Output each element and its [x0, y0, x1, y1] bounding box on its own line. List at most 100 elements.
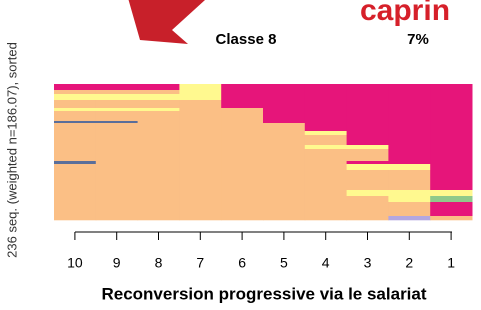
sequence-cell: [138, 145, 180, 149]
sequence-cell: [54, 121, 96, 123]
sequence-cell: [347, 190, 389, 196]
sequence-cell: [263, 135, 305, 145]
sequence-cell: [221, 149, 263, 161]
sequence-cell: [388, 94, 430, 100]
sequence-cell: [388, 170, 430, 190]
sequence-cell: [263, 190, 305, 196]
sequence-cell: [263, 100, 305, 108]
group-label: caprin: [360, 0, 450, 27]
sequence-cell: [54, 161, 96, 164]
x-tick-label: 9: [113, 255, 121, 271]
sequence-cell: [221, 94, 263, 100]
sequence-cell: [179, 94, 221, 100]
sequence-cell: [221, 196, 263, 202]
sequence-cell: [347, 149, 389, 161]
sequence-cell: [263, 145, 305, 149]
sequence-cell: [263, 170, 305, 190]
sequence-cell: [54, 216, 96, 220]
sequence-cell: [96, 123, 138, 131]
sequence-cell: [96, 111, 138, 121]
sequence-cell: [305, 111, 347, 121]
x-tick-label: 10: [67, 255, 83, 271]
sequence-cell: [305, 164, 347, 170]
sequence-cell: [430, 149, 472, 161]
sequence-cell: [96, 161, 138, 164]
sequence-cell: [179, 123, 221, 131]
sequence-cell: [138, 94, 180, 100]
sequence-cell: [54, 196, 96, 202]
sequence-cell: [347, 121, 389, 123]
sequence-cell: [138, 123, 180, 131]
sequence-cell: [96, 202, 138, 216]
sequence-cell: [221, 111, 263, 121]
sequence-cell: [54, 149, 96, 161]
share: 7%: [407, 31, 429, 48]
sequence-cell: [138, 196, 180, 202]
sequence-cell: [221, 145, 263, 149]
sequence-cell: [347, 135, 389, 145]
sequence-cell: [138, 135, 180, 145]
sequence-cell: [138, 149, 180, 161]
sequence-cell: [96, 100, 138, 108]
sequence-cell: [54, 170, 96, 190]
sequence-cell: [347, 145, 389, 149]
sequence-cell: [430, 84, 472, 90]
sequence-cell: [54, 190, 96, 196]
sequence-cell: [221, 190, 263, 196]
sequence-cell: [347, 111, 389, 121]
sequence-cell: [179, 145, 221, 149]
sequence-cell: [179, 90, 221, 94]
sequence-cell: [347, 108, 389, 111]
sequence-cell: [305, 145, 347, 149]
sequence-cell: [388, 90, 430, 94]
sequence-cell: [305, 100, 347, 108]
sequence-cell: [305, 123, 347, 131]
sequence-cell: [347, 84, 389, 90]
sequence-cell: [430, 135, 472, 145]
sequence-cell: [305, 161, 347, 164]
x-tick-label: 4: [322, 255, 330, 271]
sequence-cell: [430, 131, 472, 135]
sequence-cell: [96, 196, 138, 202]
sequence-cell: [221, 84, 263, 90]
x-axis-label: Reconversion progressive via le salariat: [101, 284, 426, 303]
sequence-cell: [138, 131, 180, 135]
sequence-cell: [179, 121, 221, 123]
sequence-cell: [54, 111, 96, 121]
x-tick-label: 3: [364, 255, 372, 271]
sequence-cell: [96, 164, 138, 170]
sequence-cell: [179, 84, 221, 90]
sequence-cell: [388, 123, 430, 131]
sequence-cell: [54, 131, 96, 135]
sequence-cell: [263, 111, 305, 121]
sequence-cell: [54, 84, 96, 90]
sequence-cell: [221, 170, 263, 190]
sequence-cell: [388, 164, 430, 170]
sequence-cell: [347, 161, 389, 164]
y-axis-label: 236 seq. (weighted n=186.07), sorted: [4, 42, 19, 258]
sequence-cell: [263, 123, 305, 131]
sequence-cell: [221, 161, 263, 164]
sequence-cell: [388, 190, 430, 196]
sequence-cell: [388, 100, 430, 108]
sequence-cell: [263, 202, 305, 216]
sequence-cell: [138, 190, 180, 196]
sequence-cell: [138, 161, 180, 164]
sequence-cell: [305, 202, 347, 216]
x-tick-label: 7: [196, 255, 204, 271]
sequence-cell: [179, 135, 221, 145]
sequence-cell: [96, 90, 138, 94]
sequence-cell: [54, 108, 96, 111]
sequence-cell: [54, 100, 96, 108]
sequence-cell: [96, 145, 138, 149]
sequence-cell: [221, 135, 263, 145]
sequence-cell: [430, 190, 472, 196]
sequence-cell: [138, 90, 180, 94]
sequence-cell: [347, 123, 389, 131]
sequence-cell: [263, 108, 305, 111]
sequence-cell: [263, 84, 305, 90]
sequence-cell: [430, 90, 472, 94]
sequence-cell: [263, 121, 305, 123]
sequence-cell: [388, 149, 430, 161]
chart: caprin Classe 8 7% 236 seq. (weighted n=…: [0, 0, 481, 310]
